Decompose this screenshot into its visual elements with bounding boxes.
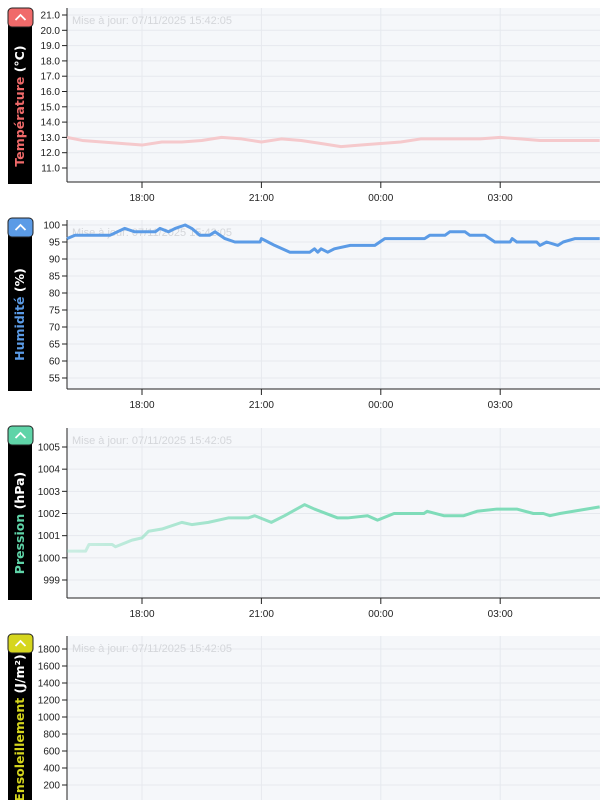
last-update-text: Mise à jour: 07/11/2025 15:42:05 — [72, 643, 232, 655]
y-tick-label: 55 — [49, 374, 61, 385]
x-tick-label: 00:00 — [368, 609, 393, 620]
x-tick-label: 21:00 — [249, 609, 274, 620]
y-tick-label: 90 — [49, 255, 61, 266]
y-tick-label: 1000 — [38, 713, 61, 724]
x-tick-label: 21:00 — [249, 193, 274, 204]
y-tick-label: 1200 — [38, 696, 61, 707]
collapse-button[interactable] — [7, 7, 34, 28]
x-tick-label: 03:00 — [488, 609, 513, 620]
axis-title: Ensoleillement (J/m²) — [12, 654, 27, 800]
series-line-température — [66, 135, 600, 149]
x-tick-label: 03:00 — [488, 193, 513, 204]
y-tick-label: 800 — [43, 730, 60, 741]
y-tick-label: 18.0 — [41, 56, 61, 67]
chart-panel-ensoleillement: 1800 1600 1400 1200 1000 800 600 400 200 Mise à j… — [7, 633, 600, 800]
axis-title-unit: (J/m²) — [12, 654, 27, 693]
y-tick-label: 100 — [43, 221, 60, 232]
axis-title-unit: (°C) — [12, 45, 27, 72]
chart-panel-humidité: 100 95 90 85 80 75 70 65 60 55 18:00 21:00 00:00 03:0… — [7, 217, 600, 411]
collapse-button[interactable] — [7, 425, 34, 446]
axis-title-name: Température — [12, 77, 27, 167]
x-tick-label: 00:00 — [368, 400, 393, 411]
collapse-button-bg[interactable] — [7, 425, 34, 446]
axis-title: Température (°C) — [12, 45, 27, 166]
x-tick-label: 18:00 — [129, 193, 154, 204]
axis-title-name: Humidité — [12, 296, 27, 360]
axis-title-name: Ensoleillement — [12, 698, 27, 800]
collapse-button[interactable] — [7, 633, 34, 654]
collapse-button-bg[interactable] — [7, 633, 34, 654]
axis-title-bar — [8, 18, 32, 184]
x-tick-label: 21:00 — [249, 400, 274, 411]
y-tick-label: 75 — [49, 306, 61, 317]
y-tick-label: 1400 — [38, 679, 61, 690]
chevron-up-icon[interactable] — [14, 431, 27, 439]
axis-title-bar — [8, 228, 32, 391]
y-tick-label: 21.0 — [41, 11, 61, 22]
y-tick-label: 13.0 — [41, 133, 61, 144]
y-tick-label: 999 — [43, 576, 60, 587]
x-tick-label: 18:00 — [129, 609, 154, 620]
collapse-button[interactable] — [7, 217, 34, 238]
axis-title: Humidité (%) — [12, 268, 27, 361]
y-tick-label: 70 — [49, 323, 61, 334]
y-tick-label: 1005 — [38, 443, 61, 454]
chevron-up-icon[interactable] — [14, 639, 27, 647]
y-tick-label: 65 — [49, 340, 61, 351]
x-tick-label: 03:00 — [488, 400, 513, 411]
axis-title-bar — [8, 644, 32, 800]
axis-title-bar — [8, 436, 32, 600]
chevron-up-icon[interactable] — [14, 223, 27, 231]
chevron-up-icon[interactable] — [14, 13, 27, 21]
y-tick-label: 400 — [43, 764, 60, 775]
y-tick-label: 1000 — [38, 553, 61, 564]
y-tick-label: 1800 — [38, 645, 61, 656]
y-tick-label: 95 — [49, 238, 61, 249]
collapse-button-bg[interactable] — [7, 217, 34, 238]
series-line-pression — [67, 503, 600, 553]
last-update-text: Mise à jour: 07/11/2025 15:42:05 — [72, 435, 232, 447]
axis-title-name: Pression — [12, 514, 27, 574]
y-tick-label: 1002 — [38, 509, 61, 520]
y-tick-label: 600 — [43, 747, 60, 758]
y-tick-label: 1003 — [38, 487, 61, 498]
plot-area — [67, 8, 600, 182]
y-tick-label: 14.0 — [41, 118, 61, 129]
y-tick-label: 12.0 — [41, 148, 61, 159]
y-tick-label: 200 — [43, 781, 60, 792]
axis-title-unit: (hPa) — [12, 472, 27, 510]
y-tick-label: 20.0 — [41, 26, 61, 37]
y-tick-label: 17.0 — [41, 72, 61, 83]
y-tick-label: 19.0 — [41, 41, 61, 52]
y-tick-label: 1004 — [38, 465, 61, 476]
y-tick-label: 85 — [49, 272, 61, 283]
axis-title-unit: (%) — [12, 268, 27, 292]
x-tick-label: 18:00 — [129, 400, 154, 411]
y-tick-label: 60 — [49, 357, 61, 368]
chart-panel-pression: 1005 1004 1003 1002 1001 1000 999 18:00 21:00 00:… — [7, 425, 600, 620]
y-tick-label: 80 — [49, 289, 61, 300]
plot-area — [67, 636, 600, 800]
y-tick-label: 1001 — [38, 531, 61, 542]
collapse-button-bg[interactable] — [7, 7, 34, 28]
series-line-humidité — [66, 223, 600, 254]
y-tick-label: 15.0 — [41, 102, 61, 113]
y-tick-label: 11.0 — [41, 164, 60, 175]
y-tick-label: 16.0 — [41, 87, 61, 98]
last-update-text: Mise à jour: 07/11/2025 15:42:05 — [72, 15, 232, 27]
chart-panel-température: 21.0 20.0 19.0 18.0 17.0 16.0 15.0 14.0 13.0 12.0… — [7, 7, 600, 204]
x-tick-label: 00:00 — [368, 193, 393, 204]
plot-area — [67, 220, 600, 389]
axis-title: Pression (hPa) — [12, 472, 27, 574]
y-tick-label: 1600 — [38, 662, 61, 673]
